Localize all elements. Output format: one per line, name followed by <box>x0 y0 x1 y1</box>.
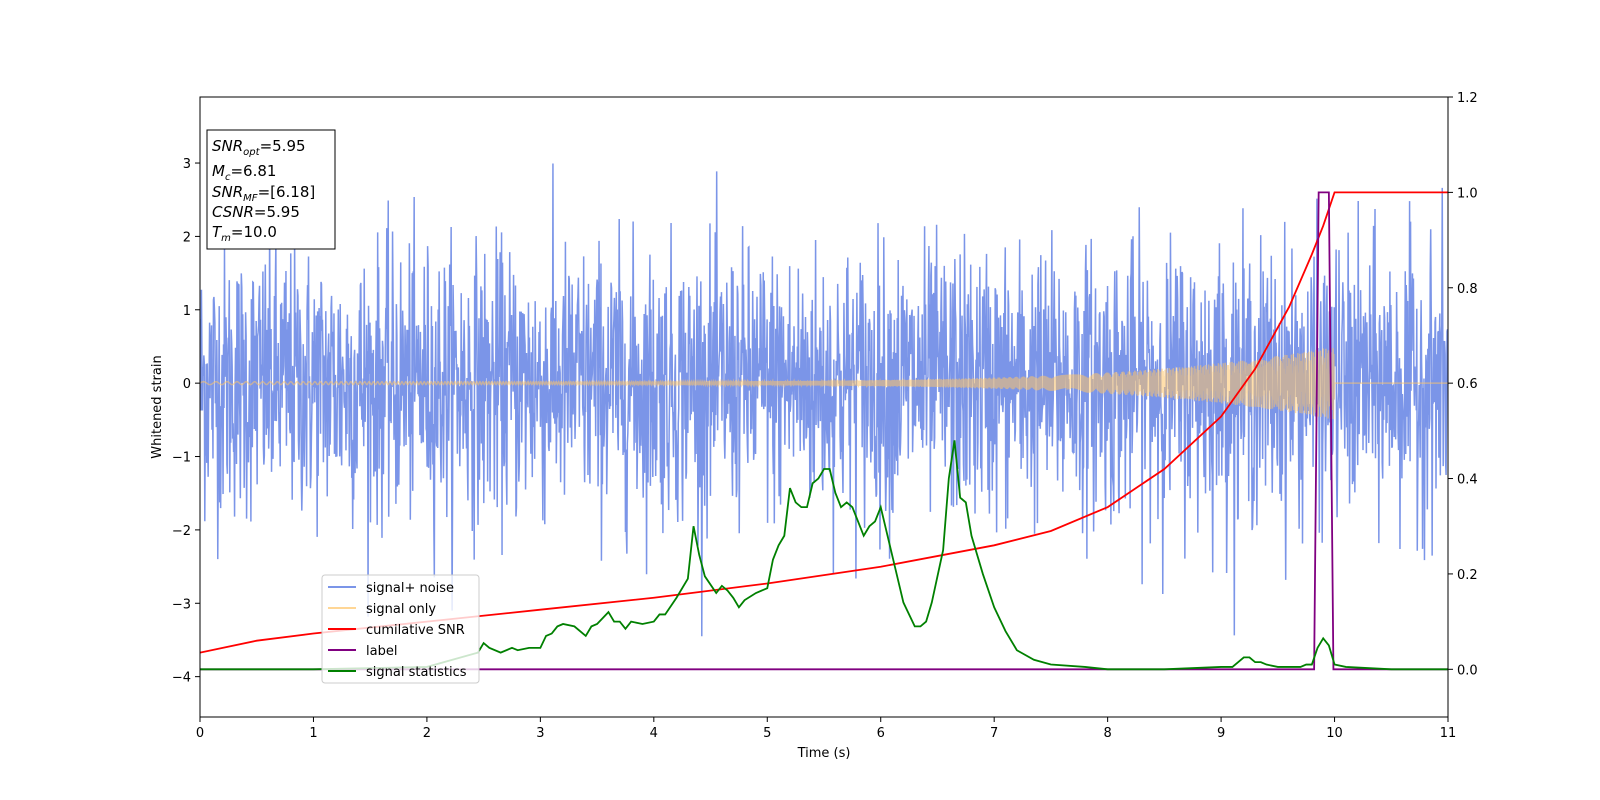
y2-tick-label: 0.0 <box>1457 663 1478 678</box>
x-tick-label: 4 <box>650 726 658 741</box>
y2-tick-label: 1.2 <box>1457 91 1478 106</box>
legend-label: label <box>366 644 397 659</box>
series-signal-statistics <box>200 440 1448 671</box>
plot-frame <box>199 96 1449 718</box>
y-tick-label: −2 <box>172 524 191 539</box>
info-box-line: SNRMF=[6.18] <box>212 183 315 204</box>
info-box-line: CSNR=5.95 <box>212 203 300 221</box>
x-tick-label: 2 <box>423 726 431 741</box>
y-tick-label: 1 <box>183 304 191 319</box>
x-tick-label: 7 <box>990 726 998 741</box>
x-tick-label: 1 <box>309 726 317 741</box>
info-box-line: Tm=10.0 <box>212 223 277 244</box>
legend-frame <box>321 574 480 684</box>
y-tick-label: 3 <box>183 157 191 172</box>
legend: signal+ noise signal only cumilative SNR la… <box>321 574 480 684</box>
y-axis-label: Whitened strain <box>150 355 165 458</box>
x-tick-label: 11 <box>1440 726 1457 741</box>
y2-tick-label: 0.6 <box>1457 377 1478 392</box>
y2-tick-label: 0.4 <box>1457 473 1478 488</box>
series-signal-only <box>200 348 1448 420</box>
info-box-line: Mc=6.81 <box>212 162 276 183</box>
y-tick-label: −3 <box>172 597 191 612</box>
info-box-frame <box>206 129 336 250</box>
x-tick-label: 6 <box>877 726 885 741</box>
y2-tick-label: 0.8 <box>1457 282 1478 297</box>
x-tick-label: 10 <box>1326 726 1343 741</box>
y-tick-label: −4 <box>172 671 191 686</box>
y-axis-left: −4 −3 −2 −1 0 1 2 3 <box>172 157 200 686</box>
info-box-line: SNRopt=5.95 <box>212 137 306 158</box>
legend-label: signal+ noise <box>366 581 454 596</box>
x-axis: 0 1 2 3 4 5 6 7 8 9 10 11 <box>196 717 1456 741</box>
x-tick-label: 8 <box>1103 726 1111 741</box>
x-tick-label: 5 <box>763 726 771 741</box>
legend-label: cumilative SNR <box>366 623 465 638</box>
y-tick-label: −1 <box>172 451 191 466</box>
x-tick-label: 9 <box>1217 726 1225 741</box>
x-tick-label: 3 <box>536 726 544 741</box>
y-tick-label: 0 <box>183 377 191 392</box>
y2-tick-label: 0.2 <box>1457 568 1478 583</box>
y-tick-label: 2 <box>183 230 191 245</box>
y2-tick-label: 1.0 <box>1457 186 1478 201</box>
x-tick-label: 0 <box>196 726 204 741</box>
legend-label: signal statistics <box>366 665 467 680</box>
y-axis-right: 0.0 0.2 0.4 0.6 0.8 1.0 1.2 <box>1448 91 1478 678</box>
legend-label: signal only <box>366 602 436 617</box>
x-axis-label: Time (s) <box>797 746 851 761</box>
